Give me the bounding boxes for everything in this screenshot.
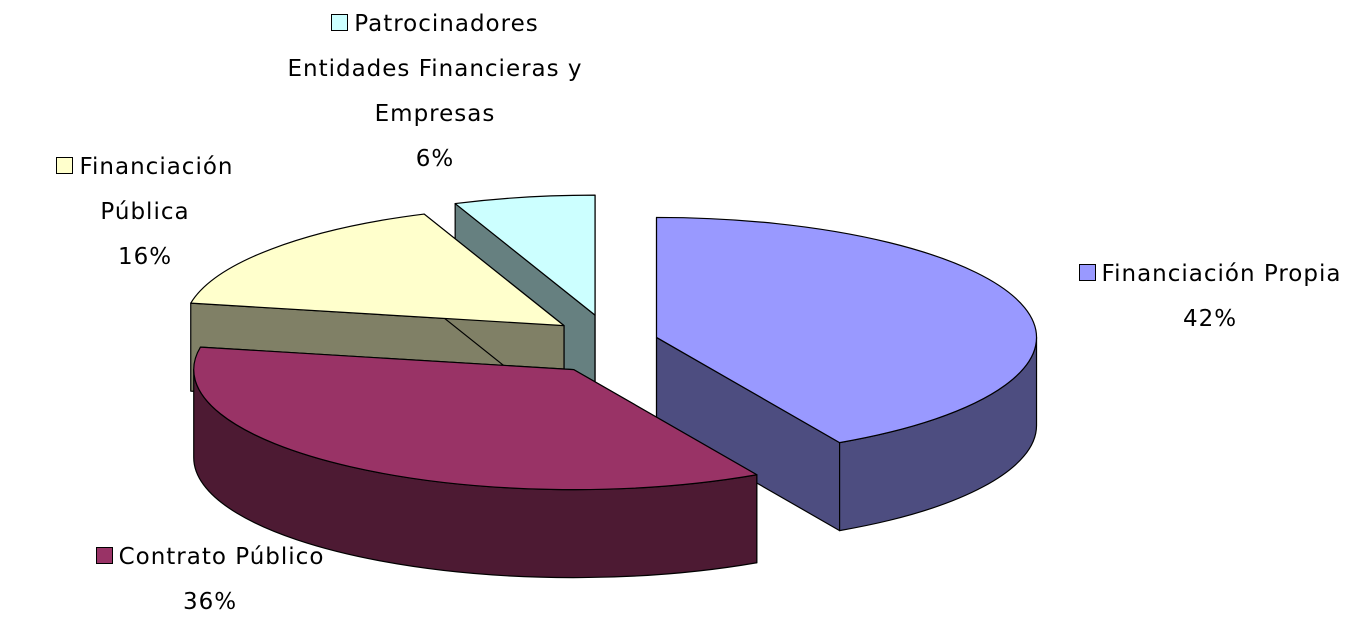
pie-slice — [193, 346, 758, 491]
pie-slice — [454, 194, 596, 316]
label-name: Contrato Público — [118, 544, 325, 570]
label-name: Patrocinadores Entidades Financieras y E… — [287, 11, 583, 127]
data-label: Financiación Propia 42% — [1020, 252, 1346, 342]
label-value: 42% — [1182, 306, 1238, 332]
label-value: 16% — [117, 244, 173, 270]
data-label: Financiación Pública 16% — [10, 145, 280, 280]
data-label: Patrocinadores Entidades Financieras y E… — [270, 2, 600, 182]
legend-key — [1078, 264, 1096, 281]
label-name: Financiación Propia — [1101, 261, 1342, 287]
legend-key — [331, 14, 349, 31]
pie-slice — [655, 216, 1038, 444]
pie-slice — [190, 213, 565, 327]
label-name: Financiación Pública — [79, 154, 234, 225]
data-label: Contrato Público 36% — [40, 535, 380, 625]
label-value: 6% — [415, 146, 455, 172]
legend-key — [95, 547, 113, 564]
legend-key — [56, 157, 74, 174]
label-value: 36% — [182, 589, 238, 615]
